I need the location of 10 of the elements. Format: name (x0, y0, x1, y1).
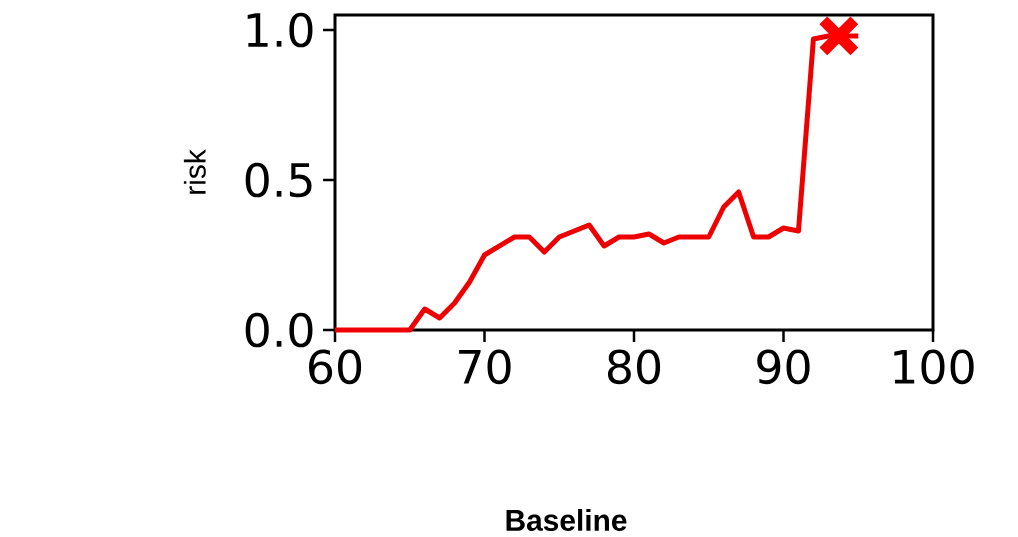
x-tick-label: 70 (459, 349, 511, 385)
x-tick-label: 80 (607, 349, 661, 385)
x-tick-label: 60 (309, 349, 362, 385)
y-tick-label: 0.5 (245, 162, 312, 198)
y-tick-label: 1.0 (247, 12, 313, 48)
x-tick-label: 100 (894, 349, 974, 385)
y-axis-title: risk (183, 149, 206, 194)
x-tick-label: 90 (757, 349, 810, 385)
y-tick-label: 0.0 (245, 312, 313, 348)
x-axis-title: Baseline (506, 509, 627, 531)
